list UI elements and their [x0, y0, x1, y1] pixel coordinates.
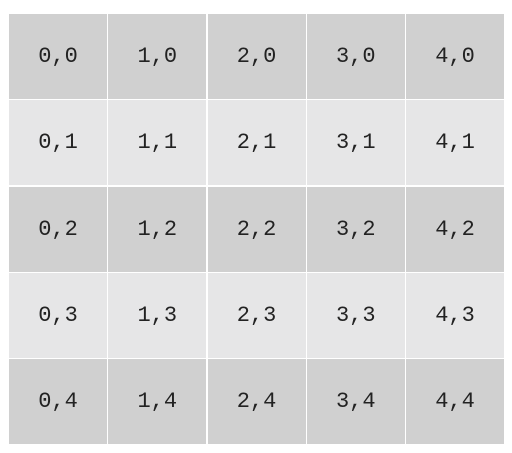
grid-cell-4-2[interactable]: 4,2	[406, 186, 504, 272]
grid-cell-1-4[interactable]: 1,4	[108, 359, 207, 444]
grid-cell-0-2[interactable]: 0,2	[9, 186, 107, 272]
grid-cell-3-4[interactable]: 3,4	[306, 359, 405, 444]
grid-cell-0-1[interactable]: 0,1	[9, 100, 107, 186]
grid-cell-1-1[interactable]: 1,1	[108, 100, 207, 186]
grid-cell-2-3[interactable]: 2,3	[207, 272, 306, 358]
grid-cell-2-2[interactable]: 2,2	[207, 186, 306, 272]
grid-cell-1-2[interactable]: 1,2	[108, 186, 207, 272]
grid-cell-2-0[interactable]: 2,0	[207, 14, 306, 99]
grid-cell-3-2[interactable]: 3,2	[306, 186, 405, 272]
grid-cell-2-4[interactable]: 2,4	[207, 359, 306, 444]
grid-cell-0-3[interactable]: 0,3	[9, 272, 107, 358]
grid-cell-0-4[interactable]: 0,4	[9, 359, 107, 444]
grid-cell-4-4[interactable]: 4,4	[406, 359, 504, 444]
grid-cell-0-0[interactable]: 0,0	[9, 14, 107, 99]
grid-cell-4-1[interactable]: 4,1	[406, 100, 504, 186]
grid-cell-3-1[interactable]: 3,1	[306, 100, 405, 186]
grid-cell-4-0[interactable]: 4,0	[406, 14, 504, 99]
grid-cell-1-0[interactable]: 1,0	[108, 14, 207, 99]
grid-cell-4-3[interactable]: 4,3	[406, 272, 504, 358]
coordinate-grid: 0,0 1,0 2,0 3,0 4,0 0,1 1,1 2,1 3,1 4,1 …	[9, 14, 504, 444]
grid-cell-3-3[interactable]: 3,3	[306, 272, 405, 358]
grid-cell-3-0[interactable]: 3,0	[306, 14, 405, 99]
grid-cell-1-3[interactable]: 1,3	[108, 272, 207, 358]
grid-cell-2-1[interactable]: 2,1	[207, 100, 306, 186]
